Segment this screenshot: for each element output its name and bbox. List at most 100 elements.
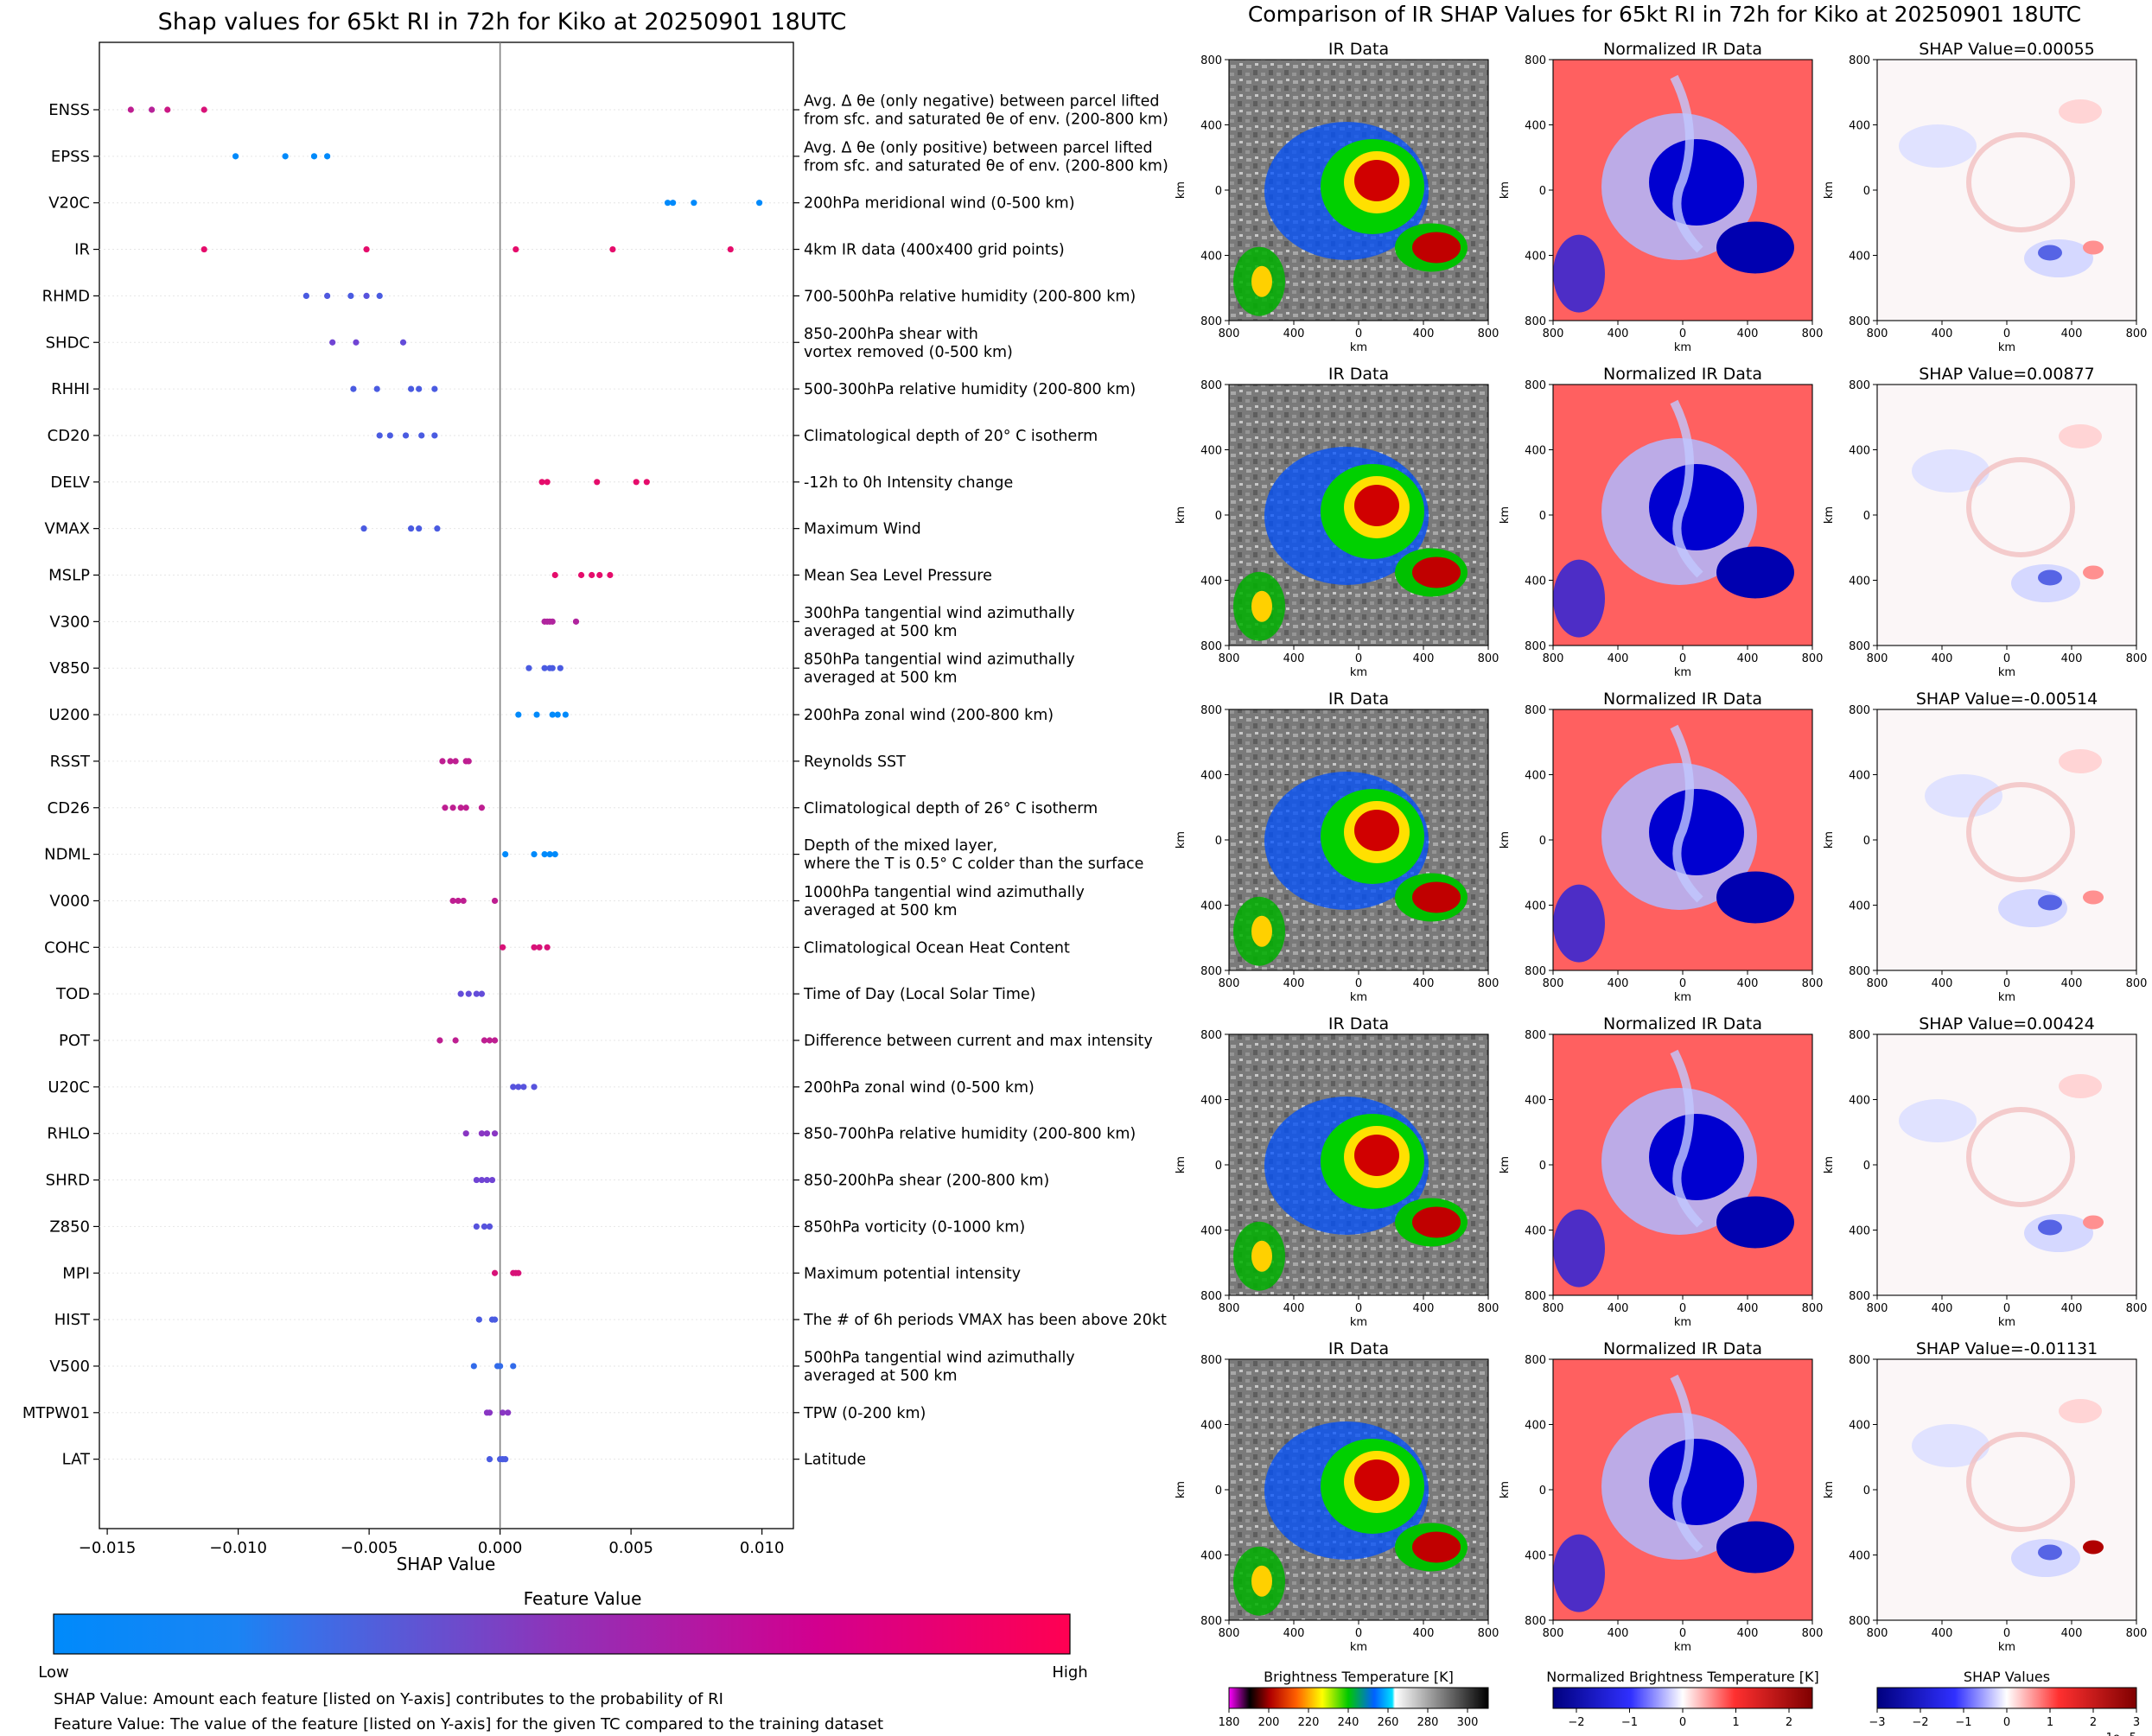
storm-core xyxy=(1354,484,1399,526)
storm-core xyxy=(1412,1531,1461,1563)
y-tick-label: 800 xyxy=(1849,54,1870,67)
shap-point xyxy=(500,944,506,951)
shap-point xyxy=(491,1037,499,1044)
feature-description: 850-200hPa shear (200-800 km) xyxy=(804,1173,1049,1190)
storm-core xyxy=(1649,1113,1744,1200)
negative-shap-spot xyxy=(2038,569,2062,586)
shap-point xyxy=(457,990,464,997)
feature-description: 850hPa vorticity (0-1000 km) xyxy=(804,1218,1025,1236)
shap-point xyxy=(475,1316,482,1323)
shap-point xyxy=(520,1084,527,1091)
y-tick-label: 800 xyxy=(1849,1029,1870,1042)
x-tick-label: 0 xyxy=(1355,977,1362,990)
x-tick-label: 800 xyxy=(2126,652,2148,665)
x-tick-label: 400 xyxy=(1932,1302,1953,1315)
colorbar-tick-label: 280 xyxy=(1417,1716,1439,1729)
x-tick-label: 800 xyxy=(1478,1302,1499,1315)
x-tick-label: 800 xyxy=(1478,977,1499,990)
shap-point xyxy=(691,200,697,207)
shap-point xyxy=(633,479,640,486)
feature-description: Depth of the mixed layer, xyxy=(804,837,997,855)
positive-shap-spot xyxy=(2083,240,2104,255)
feature-rows: ENSS Avg. Δ θe (only negative) between pa… xyxy=(22,93,1168,1469)
shap-point xyxy=(486,1409,493,1416)
shap-point xyxy=(549,618,556,625)
x-axis-ticks: −0.015 −0.010 −0.005 0.000 0.005 0.010 xyxy=(79,1529,784,1557)
y-tick-label: 800 xyxy=(1849,1615,1870,1628)
x-tick-label: 400 xyxy=(1737,977,1759,990)
x-tick-label: 0 xyxy=(1679,1302,1686,1315)
cloud-band xyxy=(1251,265,1272,297)
shap-point xyxy=(483,1130,491,1137)
y-tick-label: 800 xyxy=(1525,379,1546,392)
positive-shap-ring xyxy=(1966,131,2075,232)
shap-point xyxy=(324,292,331,299)
shap-point xyxy=(416,385,423,392)
x-tick-label: 0 xyxy=(1679,327,1686,340)
shap-point xyxy=(515,1269,522,1276)
shap-point xyxy=(536,944,543,951)
y-tick-label: 400 xyxy=(1200,575,1222,588)
x-tick-label: 400 xyxy=(1283,327,1305,340)
x-tick-label: 800 xyxy=(2126,977,2148,990)
y-tick-label: 800 xyxy=(1525,315,1546,328)
feature-label: MPI xyxy=(62,1264,90,1282)
shap-point xyxy=(546,851,553,858)
cloud-streak xyxy=(1670,399,1703,578)
storm-core xyxy=(1412,1206,1461,1238)
y-axis-label: km xyxy=(1823,831,1836,849)
shap-point xyxy=(473,1176,480,1184)
x-tick-label: 400 xyxy=(1608,327,1629,340)
x-tick-label: 800 xyxy=(1219,327,1240,340)
feature-label: U20C xyxy=(48,1078,90,1097)
feature-label: V850 xyxy=(49,659,90,677)
y-axis-label: km xyxy=(1175,831,1187,849)
shap-point xyxy=(544,944,551,951)
x-axis-label: km xyxy=(1998,341,2015,354)
x-tick-label: 800 xyxy=(1802,977,1824,990)
x-tick-label: 0 xyxy=(2003,1627,2010,1640)
shap-point xyxy=(486,1456,493,1463)
shap-point xyxy=(201,106,207,113)
colorbar-gradient xyxy=(1552,1687,1813,1709)
y-tick-label: 400 xyxy=(1849,1420,1870,1433)
colorbar-title: Normalized Brightness Temperature [K] xyxy=(1546,1669,1819,1685)
x-tick-label: 400 xyxy=(1413,977,1435,990)
colorbar-tick-label: 220 xyxy=(1298,1716,1320,1729)
feature-label: VMAX xyxy=(45,520,91,538)
shap-point xyxy=(407,385,415,392)
x-tick-label: 800 xyxy=(1802,327,1824,340)
y-tick-label: 800 xyxy=(1200,1290,1222,1303)
shap-background xyxy=(1877,385,2136,645)
image-colorbar: Normalized Brightness Temperature [K] −2 −… xyxy=(1546,1669,1819,1729)
positive-shap-region xyxy=(2059,424,2102,448)
subplot-title: SHAP Value=0.00055 xyxy=(1919,40,2095,59)
feature-description: Climatological Ocean Heat Content xyxy=(804,939,1070,957)
shap-point xyxy=(478,1176,486,1184)
y-tick-label: 400 xyxy=(1200,770,1222,783)
feature-label: Z850 xyxy=(49,1218,90,1236)
x-tick-label: 800 xyxy=(1867,1627,1888,1640)
y-tick-label: 400 xyxy=(1200,1225,1222,1238)
feature-description: vortex removed (0-500 km) xyxy=(804,344,1013,361)
feature-label: LAT xyxy=(62,1451,91,1469)
shap-point xyxy=(515,1084,522,1091)
x-tick-label: −0.015 xyxy=(79,1539,137,1557)
x-tick-label: 0.000 xyxy=(478,1539,523,1557)
colorbar-offset-label: 1e−5 xyxy=(2106,1732,2136,1736)
x-tick-label: 400 xyxy=(2061,1627,2083,1640)
shap-point xyxy=(609,245,616,253)
cloud-streak xyxy=(1670,1049,1703,1228)
x-tick-label: 400 xyxy=(1413,652,1435,665)
x-axis-label: km xyxy=(1998,666,2015,679)
y-tick-label: 800 xyxy=(1525,965,1546,978)
x-tick-label: 800 xyxy=(1478,1627,1499,1640)
shap-summary-chart: Shap values for 65kt RI in 72h for Kiko … xyxy=(22,9,1168,1733)
shap-point xyxy=(201,245,207,253)
y-tick-label: 400 xyxy=(1849,575,1870,588)
